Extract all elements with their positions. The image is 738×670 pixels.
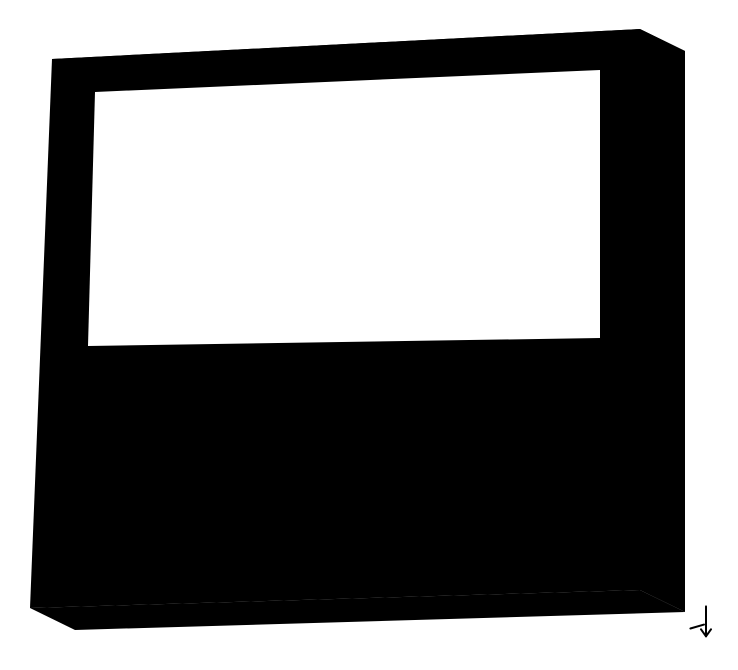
diagram-canvas — [0, 0, 738, 670]
box-diagram — [0, 0, 738, 670]
box-side-face — [640, 29, 685, 612]
axis-indicator-icon — [690, 606, 711, 636]
box-window — [88, 70, 600, 346]
